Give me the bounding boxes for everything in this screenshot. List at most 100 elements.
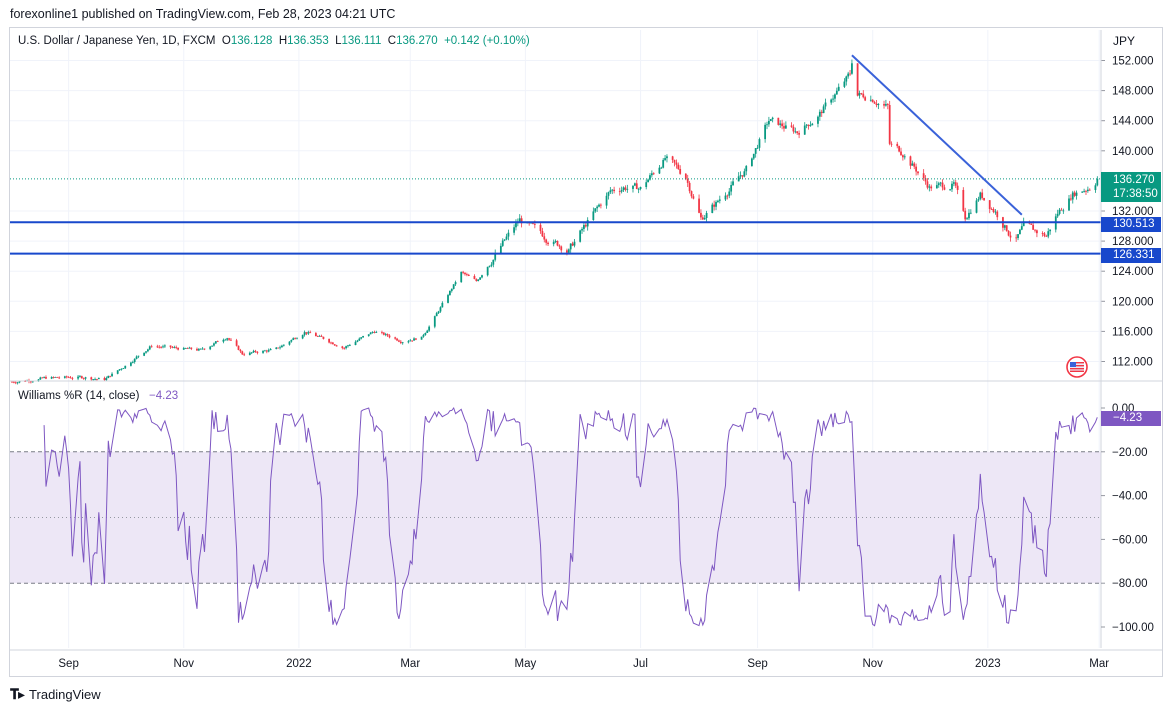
candle-body [331,342,334,345]
candle-body [465,274,468,275]
candle-body [186,348,189,349]
candle-body [611,189,614,191]
candle-body [358,338,361,341]
candle-body [579,230,582,242]
candle-body [726,195,729,197]
candle-body [281,345,283,348]
candle-body [435,313,438,317]
candle-body [922,173,925,179]
candle-body [237,345,240,350]
candle-body [943,187,946,190]
candle-body [269,348,272,351]
candle-body [981,192,984,198]
candle-body [122,368,125,370]
candle-body [560,246,563,251]
candle-body [586,219,589,227]
candle-body [645,182,648,187]
candle-body [420,336,423,340]
wr-tick-label: −60.00 [1112,534,1148,546]
candle-body [250,352,253,354]
candle-body [386,334,389,336]
candle-body [54,376,57,378]
candle-body [120,368,123,370]
candle-body [847,73,850,77]
candle-body [79,376,81,378]
candle-body [214,341,217,344]
candle-body [401,342,404,344]
candle-body [335,345,338,347]
indicator-value: −4.23 [149,390,179,402]
candle-body [320,335,323,337]
x-tick-label: Nov [174,658,195,670]
x-tick-label: Nov [862,658,883,670]
candle-body [639,186,642,189]
candle-body [265,350,268,352]
candle-body [77,376,79,379]
close-value: 136.270 [396,35,438,47]
candle-body [983,197,985,201]
candle-body [837,86,840,91]
candle-body [552,241,555,245]
brand-name: TradingView [29,687,101,702]
candle-body [600,204,602,206]
candle-body [177,347,179,350]
candle-body [309,332,312,334]
candle-body [116,370,119,374]
candle-body [11,381,13,383]
candle-body [58,377,61,379]
candle-body [890,143,893,145]
trend-line [851,54,1023,216]
candle-body [348,345,351,346]
candle-body [647,179,649,183]
candle-body [254,350,257,352]
candle-body [618,191,621,192]
candle-body [743,171,746,177]
candle-body [939,182,942,184]
candle-body [45,377,47,379]
candle-body [822,106,825,114]
candle-body [67,376,70,378]
last-price: 136.270 [1113,174,1155,186]
candle-body [1088,189,1091,191]
tradingview-brand[interactable]: 𝐓▸ TradingView [10,686,101,703]
candle-body [473,276,476,280]
wr-tick-label: −20.00 [1112,447,1148,459]
candle-body [1058,209,1061,214]
candle-body [794,131,797,133]
candle-body [41,377,44,379]
candle-body [917,171,919,174]
us-flag-icon[interactable] [1063,356,1091,378]
candle-body [739,175,742,177]
candle-body [80,376,83,379]
candle-body [779,123,782,125]
candle-body [362,335,364,338]
candle-body [571,243,574,246]
candle-body [296,338,298,340]
candle-body [518,218,521,223]
candle-body [267,350,270,352]
candle-body [781,123,783,127]
candle-body [158,346,161,348]
candle-body [566,250,568,253]
candle-body [728,191,731,196]
candle-body [692,196,695,199]
bar-countdown: 17:38:50 [1113,188,1158,200]
candle-body [909,156,912,166]
candle-body [820,111,823,114]
candle-body [56,376,59,378]
candle-body [1071,192,1074,200]
price-tick-label: 144.000 [1112,116,1154,128]
candle-body [413,338,415,341]
candle-body [294,338,297,340]
candle-body [71,378,74,380]
candle-body [109,375,112,377]
candle-body [433,316,436,327]
candle-body [703,218,706,220]
candle-body [790,125,793,127]
candle-body [65,376,68,378]
price-tick-label: 124.000 [1112,266,1154,278]
candle-body [488,265,491,267]
candle-body [209,346,212,350]
candle-body [203,348,206,350]
